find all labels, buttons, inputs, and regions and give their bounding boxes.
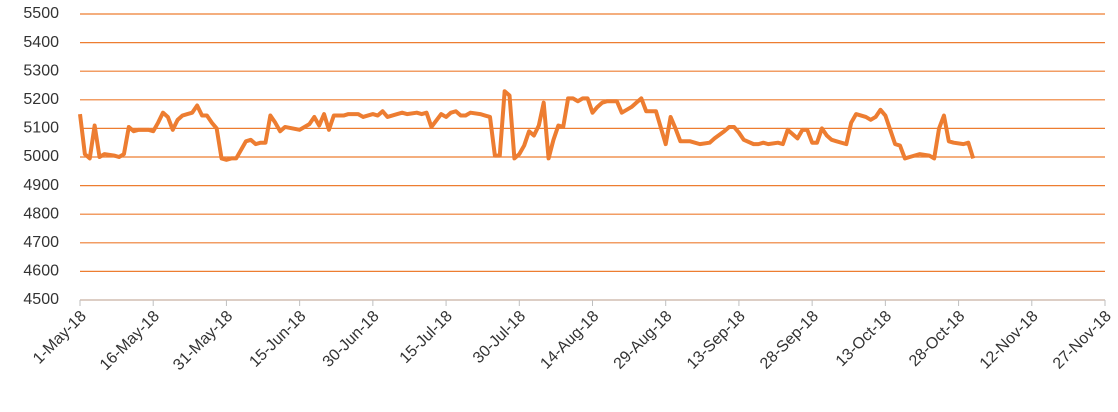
x-tick-label: 16-May-18 (97, 308, 163, 374)
y-tick-label: 5100 (23, 120, 59, 137)
y-tick-label: 4600 (23, 263, 59, 280)
x-tick-label: 27-Nov-18 (1050, 308, 1115, 373)
x-tick-label: 28-Sep-18 (757, 308, 822, 373)
y-tick-label: 5500 (23, 5, 59, 22)
y-tick-label: 4800 (23, 205, 59, 222)
x-tick-label: 15-Jun-18 (246, 308, 309, 371)
x-tick-label: 13-Oct-18 (833, 308, 895, 370)
x-tick-label: 30-Jul-18 (470, 308, 529, 367)
y-tick-label: 5200 (23, 91, 59, 108)
x-tick-label: 29-Aug-18 (611, 308, 676, 373)
x-tick-label: 31-May-18 (170, 308, 236, 374)
y-tick-label: 5000 (23, 148, 59, 165)
x-tick-label: 28-Oct-18 (906, 308, 968, 370)
line-series (78, 89, 976, 162)
x-tick-label: 30-Jun-18 (320, 308, 383, 371)
x-tick-label: 14-Aug-18 (537, 308, 602, 373)
x-tick-label: 1-May-18 (30, 308, 90, 368)
y-tick-label: 4700 (23, 234, 59, 251)
y-tick-label: 4900 (23, 177, 59, 194)
x-tick-label: 12-Nov-18 (977, 308, 1042, 373)
y-tick-label: 4500 (23, 291, 59, 308)
y-tick-label: 5400 (23, 34, 59, 51)
x-tick-label: 15-Jul-18 (397, 308, 456, 367)
x-tick-label: 13-Sep-18 (684, 308, 749, 373)
y-tick-label: 5300 (23, 62, 59, 79)
